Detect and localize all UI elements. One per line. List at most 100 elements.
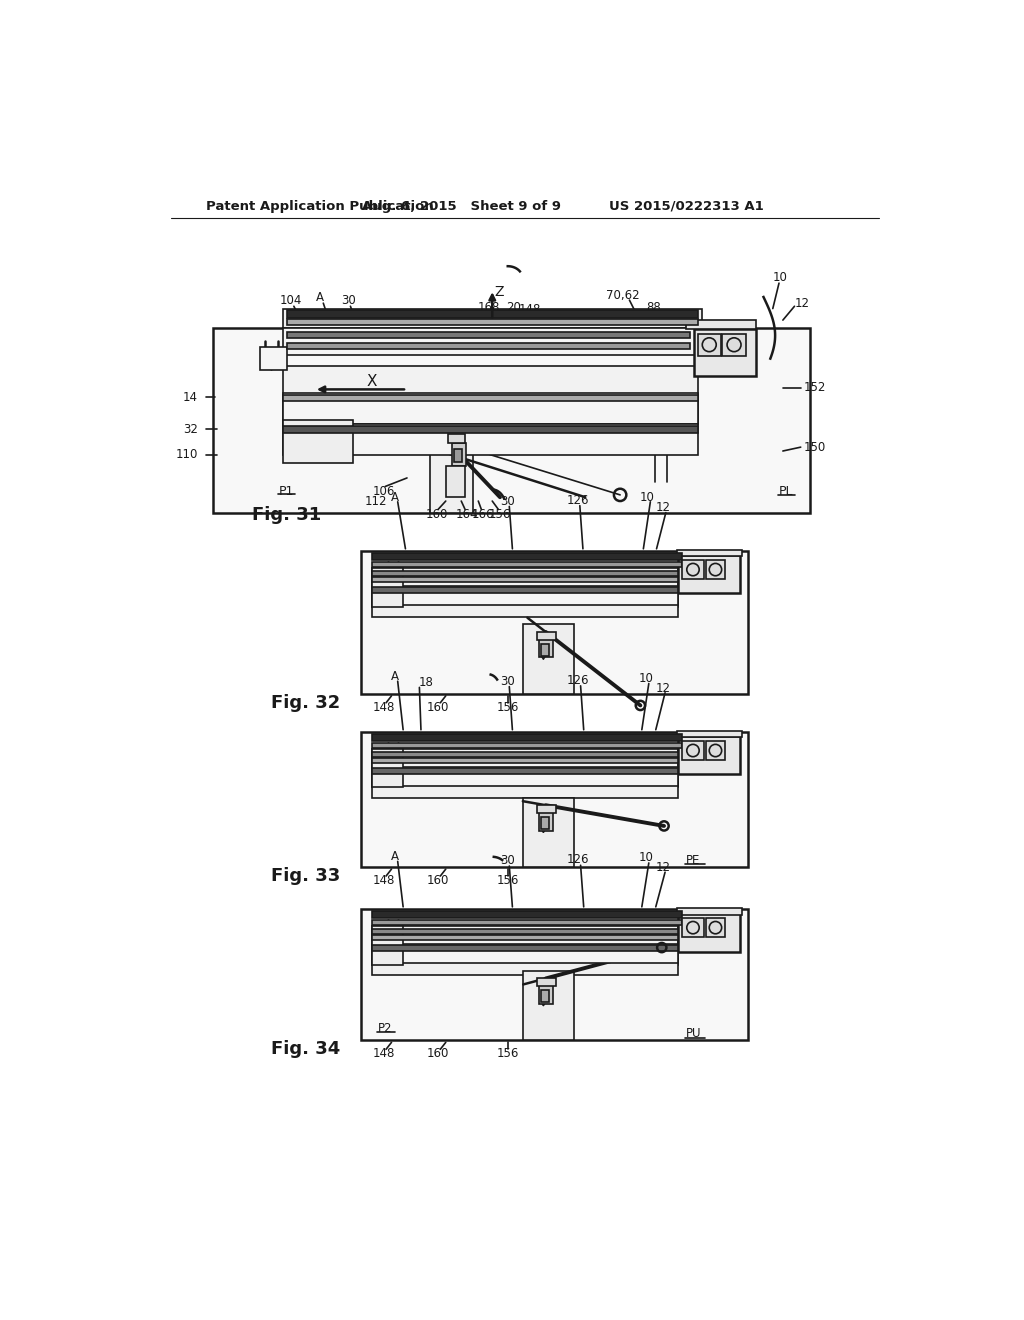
Bar [541, 990, 549, 1002]
Bar [541, 644, 549, 656]
Bar [283, 393, 697, 424]
Bar [539, 809, 553, 830]
Text: 126: 126 [566, 494, 589, 507]
Bar [372, 758, 678, 763]
Bar [287, 319, 697, 326]
Bar [686, 321, 756, 330]
Text: 70,62: 70,62 [605, 289, 639, 302]
Bar [372, 768, 678, 774]
Text: 148: 148 [373, 1047, 395, 1060]
Bar [539, 636, 553, 657]
Bar [707, 742, 725, 760]
Text: 12: 12 [795, 297, 810, 310]
Text: 88: 88 [646, 301, 660, 314]
Text: Z: Z [495, 285, 504, 300]
Bar [260, 347, 287, 370]
Text: 12: 12 [655, 861, 671, 874]
Text: 106: 106 [373, 484, 395, 498]
Bar [372, 553, 682, 560]
Text: 156: 156 [497, 701, 519, 714]
Bar [523, 624, 573, 693]
Bar [372, 748, 678, 788]
Bar [283, 420, 352, 462]
Bar [449, 434, 465, 444]
Bar [682, 560, 703, 578]
Text: Fig. 31: Fig. 31 [252, 506, 322, 524]
Text: 160: 160 [427, 874, 450, 887]
Bar [283, 309, 701, 327]
Bar [372, 587, 678, 593]
Bar [287, 310, 697, 318]
Bar [283, 327, 701, 355]
Text: 152: 152 [804, 381, 826, 395]
Bar [372, 743, 682, 748]
Bar [682, 742, 703, 760]
Bar [372, 586, 678, 605]
Text: PU: PU [686, 1027, 701, 1040]
Text: A: A [391, 671, 399, 684]
Text: 14: 14 [182, 391, 198, 404]
Bar [538, 978, 556, 986]
Text: 166: 166 [472, 508, 495, 520]
Text: 10: 10 [640, 491, 655, 504]
Bar [372, 734, 682, 742]
Text: Fig. 33: Fig. 33 [271, 867, 341, 884]
Bar [372, 568, 678, 607]
Text: 18: 18 [419, 676, 433, 689]
Bar [372, 767, 678, 785]
Text: 112: 112 [365, 495, 387, 508]
Bar [678, 554, 740, 594]
Bar [372, 601, 678, 616]
Bar [523, 797, 573, 867]
Bar [372, 568, 403, 607]
Bar [697, 334, 721, 355]
Bar [538, 632, 556, 640]
Text: Aug. 6, 2015   Sheet 9 of 9: Aug. 6, 2015 Sheet 9 of 9 [361, 199, 561, 213]
Text: 12: 12 [655, 681, 671, 694]
Text: US 2015/0222313 A1: US 2015/0222313 A1 [608, 199, 764, 213]
Text: 10: 10 [639, 672, 653, 685]
Bar [523, 970, 573, 1040]
Bar [372, 752, 678, 756]
Bar [452, 444, 466, 466]
Bar [445, 466, 465, 498]
Bar [455, 449, 462, 462]
Text: 30: 30 [341, 294, 356, 308]
Text: 156: 156 [497, 874, 519, 887]
Text: 150: 150 [804, 441, 826, 454]
Bar [372, 927, 678, 965]
Bar [707, 919, 725, 937]
Bar [722, 334, 745, 355]
Bar [372, 936, 678, 940]
Bar [283, 395, 697, 401]
Text: 156: 156 [488, 508, 511, 520]
Text: 148: 148 [373, 701, 395, 714]
Bar [287, 343, 690, 348]
Text: A: A [391, 850, 399, 863]
Text: 10: 10 [639, 851, 653, 865]
Text: PL: PL [779, 484, 794, 498]
Bar [360, 909, 748, 1040]
Text: Fig. 32: Fig. 32 [271, 694, 341, 711]
Bar [538, 805, 556, 813]
Bar [677, 731, 741, 738]
Bar [372, 748, 403, 788]
Text: 126: 126 [567, 675, 590, 686]
Text: Patent Application Publication: Patent Application Publication [206, 199, 433, 213]
Bar [677, 908, 741, 915]
Text: 30: 30 [501, 854, 515, 867]
Text: 30: 30 [501, 495, 515, 508]
Bar [682, 919, 703, 937]
Bar [372, 945, 678, 950]
Bar [372, 920, 682, 925]
Bar [287, 333, 690, 338]
Bar [372, 944, 678, 964]
Bar [372, 927, 403, 965]
Bar [360, 552, 748, 693]
Text: 148: 148 [373, 874, 395, 887]
Bar [372, 960, 678, 974]
Bar [372, 577, 678, 582]
Bar [372, 562, 682, 568]
Text: 104: 104 [280, 294, 302, 308]
Bar [283, 424, 697, 455]
